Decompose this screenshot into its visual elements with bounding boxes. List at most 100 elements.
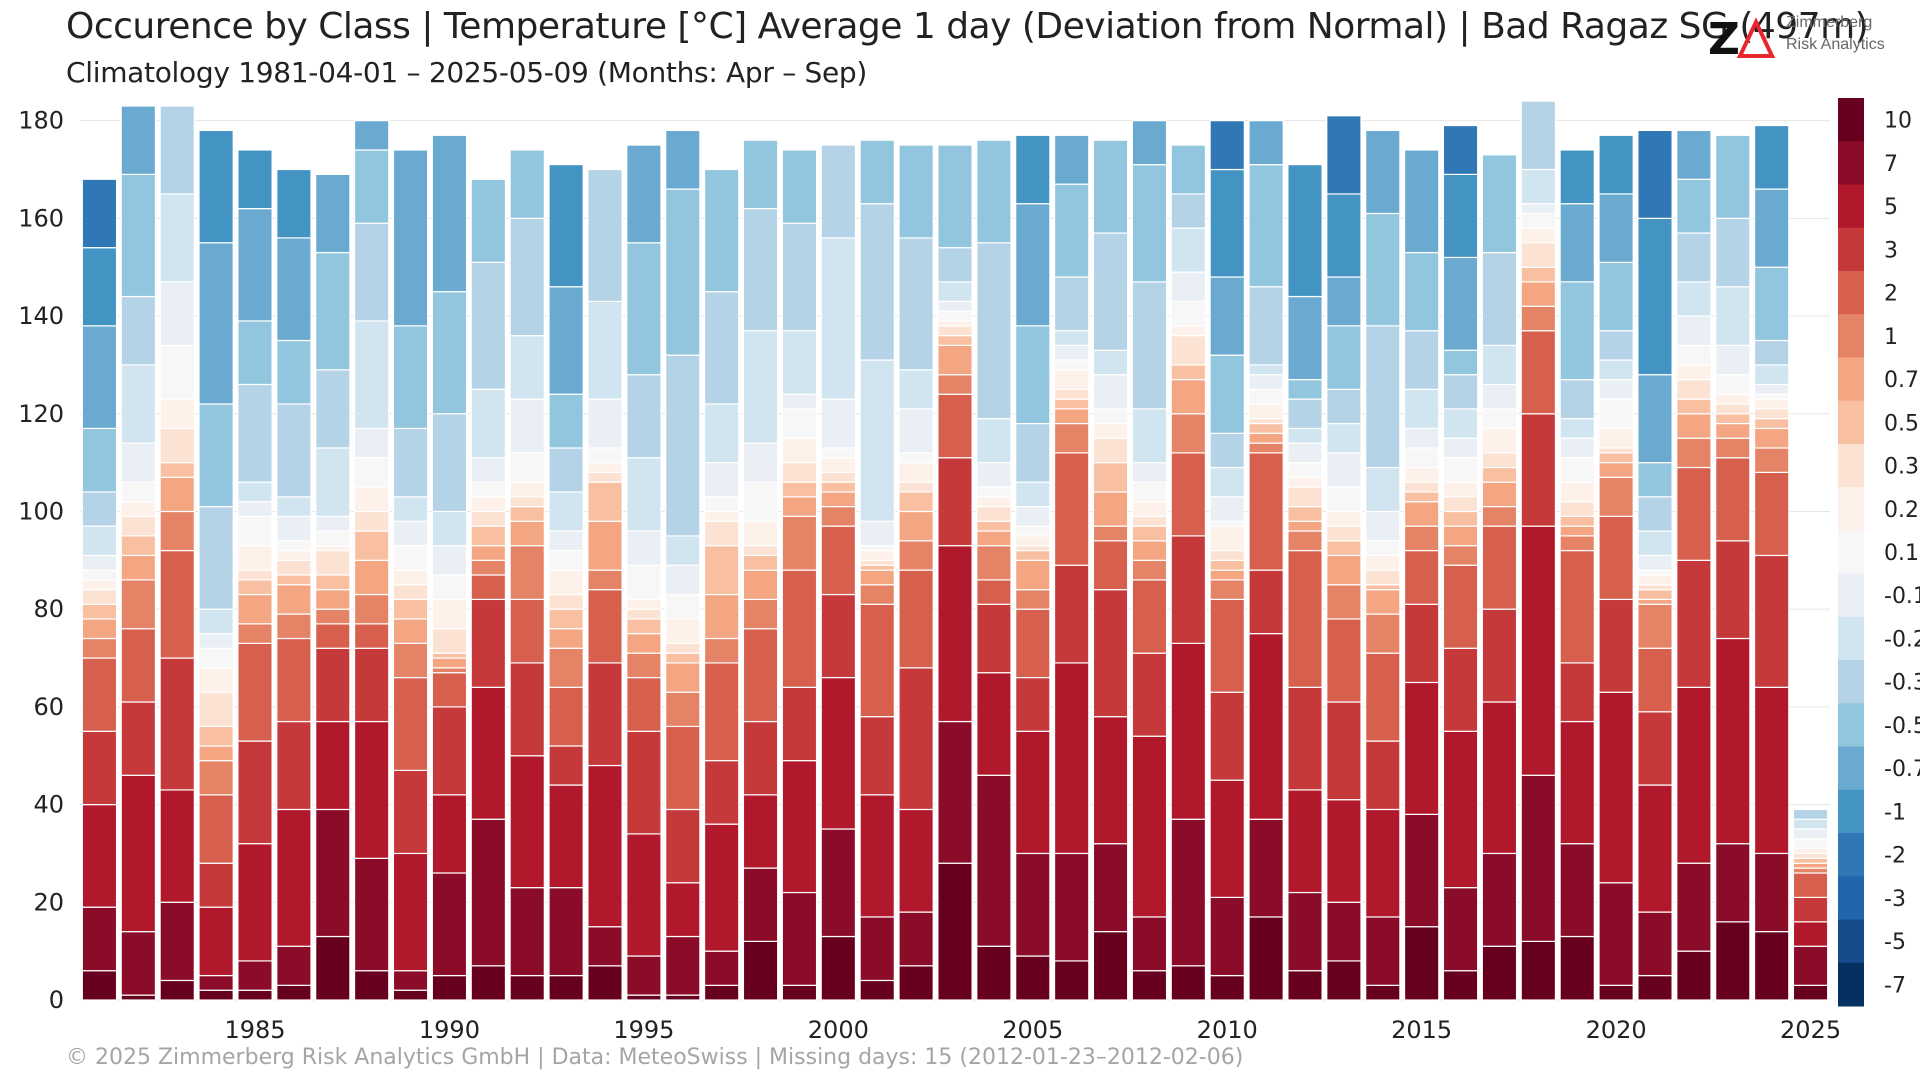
bar-segment — [1092, 408, 1129, 425]
bar-segment — [742, 139, 779, 210]
bar-segment — [1637, 569, 1673, 576]
bar-segment — [1326, 486, 1362, 513]
bar-segment — [937, 300, 973, 312]
bar-segment — [1170, 335, 1207, 366]
bar-segment — [120, 515, 157, 537]
y-tick-label: 180 — [18, 107, 64, 135]
bar-segment — [1753, 686, 1790, 855]
bar-segment — [353, 530, 390, 561]
bar-segment — [1520, 525, 1557, 776]
bar-segment — [1520, 242, 1557, 268]
bar-segment — [1365, 613, 1401, 654]
colorbar-label: 0.5 — [1884, 411, 1919, 436]
bar-segment — [509, 755, 545, 889]
bar-segment — [976, 486, 1012, 498]
bar-segment — [1753, 398, 1790, 410]
colorbar-swatch — [1838, 833, 1864, 877]
bar-segment — [1287, 442, 1323, 464]
bar-segment — [198, 691, 234, 728]
bar-segment — [548, 393, 584, 449]
bar-segment — [1015, 852, 1051, 957]
bar-segment — [1209, 974, 1245, 1001]
bar-segment — [1637, 530, 1673, 557]
bar-segment — [976, 545, 1012, 581]
bar-segment — [898, 237, 934, 371]
bar-segment — [1753, 124, 1790, 190]
bar-segment — [1559, 501, 1595, 517]
bar-segment — [1637, 462, 1673, 498]
bar-segment — [898, 569, 934, 669]
bar-segment — [159, 427, 195, 464]
bar-segment — [1287, 378, 1323, 400]
bar-segment — [820, 676, 857, 830]
bar-segment — [1753, 266, 1790, 342]
bar-segment — [1403, 549, 1440, 605]
bar-segment — [1715, 422, 1751, 439]
bar-segment — [1248, 418, 1284, 425]
bar-segment — [1209, 354, 1245, 434]
bar-segment — [276, 613, 312, 640]
bar-segment — [1053, 662, 1090, 855]
bar-segment — [198, 725, 234, 747]
bar-segment — [470, 178, 507, 263]
bar-segment — [237, 642, 273, 742]
bar-segment — [198, 129, 234, 244]
bar-segment — [1053, 408, 1090, 425]
bar-segment — [81, 491, 118, 527]
y-tick-label: 40 — [33, 791, 64, 819]
bar-segment — [976, 418, 1012, 464]
bar-segment — [1326, 554, 1362, 586]
bar-segment — [237, 569, 273, 581]
bar-segment — [1131, 281, 1168, 410]
bar-segment — [742, 442, 779, 483]
bar-segment — [859, 716, 895, 796]
bar-segment — [587, 764, 623, 928]
bar-segment — [470, 686, 507, 820]
x-tick-label: 2025 — [1780, 1016, 1841, 1044]
bar-segment — [120, 442, 157, 483]
bar-segment — [937, 281, 973, 303]
bar-segment — [1792, 818, 1829, 830]
bar-segment — [781, 569, 818, 688]
bar-segment — [937, 374, 973, 395]
bar-segment — [1753, 364, 1790, 386]
bar-segment — [1365, 569, 1401, 586]
bar-segment — [159, 789, 195, 903]
colorbar-swatch — [1838, 487, 1864, 531]
bar-segment — [587, 168, 623, 303]
bar-segment — [431, 667, 468, 674]
bar-segment — [1365, 984, 1401, 1001]
y-tick-label: 160 — [18, 204, 64, 232]
bar-segment — [1403, 427, 1440, 449]
bar-segment — [820, 471, 857, 483]
bar-segment — [1715, 403, 1751, 415]
bar-segment — [353, 559, 390, 596]
bar-segment — [1520, 413, 1557, 527]
bar-segment — [703, 662, 740, 762]
colorbar-label: -0.7 — [1884, 757, 1920, 782]
bar-segment — [1053, 564, 1090, 664]
bar-segment — [626, 633, 662, 654]
colorbar-swatch — [1838, 270, 1864, 315]
bar-segment — [1287, 462, 1323, 478]
bar-segment — [353, 720, 390, 859]
bar-segment — [159, 510, 195, 552]
bar-segment — [431, 974, 468, 1001]
bar-segment — [781, 686, 818, 762]
bar-segment — [509, 545, 545, 601]
bar-segment — [1598, 476, 1634, 517]
bar-segment — [1209, 559, 1245, 571]
bar-segment — [1170, 227, 1207, 273]
bar-segment — [1287, 549, 1323, 688]
bar-segment — [509, 505, 545, 522]
bar-segment — [1442, 256, 1479, 351]
bar-segment — [742, 554, 779, 571]
bar-segment — [1053, 852, 1090, 962]
bar-segment — [431, 628, 468, 654]
bar-segment — [703, 950, 740, 986]
bar-segment — [1326, 618, 1362, 703]
bar-segment — [1326, 452, 1362, 488]
bar-segment — [1715, 374, 1751, 395]
bar-segment — [1598, 515, 1634, 601]
